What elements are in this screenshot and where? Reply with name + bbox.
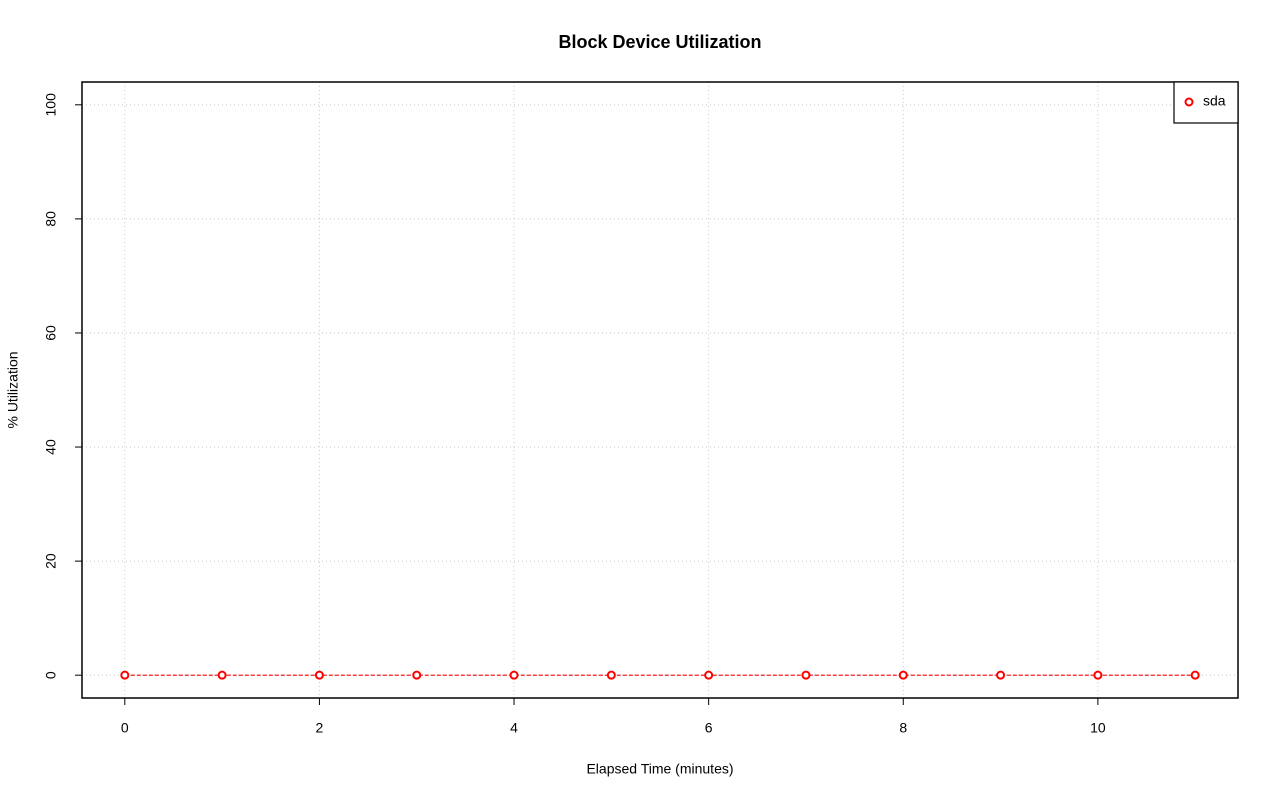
legend-label: sda: [1203, 93, 1226, 109]
x-tick-label: 10: [1090, 720, 1106, 736]
x-tick-label: 4: [510, 720, 518, 736]
y-tick-label: 40: [43, 439, 59, 455]
x-tick-label: 2: [316, 720, 324, 736]
legend-marker: [1184, 97, 1194, 107]
y-tick-label: 60: [43, 325, 59, 341]
data-point: [1190, 670, 1200, 680]
data-point: [1093, 670, 1103, 680]
data-point: [898, 670, 908, 680]
y-tick-label: 20: [43, 553, 59, 569]
x-tick-label: 6: [705, 720, 713, 736]
data-point: [704, 670, 714, 680]
plot-frame: [81, 81, 1239, 699]
data-point: [606, 670, 616, 680]
data-point: [509, 670, 519, 680]
data-point: [412, 670, 422, 680]
y-axis-label: % Utilization: [5, 351, 21, 428]
y-tick-label: 0: [43, 671, 59, 679]
y-tick-label: 80: [43, 211, 59, 227]
legend-box: [1173, 81, 1239, 124]
x-tick-label: 8: [899, 720, 907, 736]
data-point: [996, 670, 1006, 680]
data-point: [217, 670, 227, 680]
x-tick-label: 0: [121, 720, 129, 736]
y-tick-label: 100: [43, 93, 59, 117]
x-axis-label: Elapsed Time (minutes): [586, 761, 733, 777]
data-point: [801, 670, 811, 680]
chart-title: Block Device Utilization: [558, 32, 761, 52]
data-point: [314, 670, 324, 680]
data-point: [120, 670, 130, 680]
